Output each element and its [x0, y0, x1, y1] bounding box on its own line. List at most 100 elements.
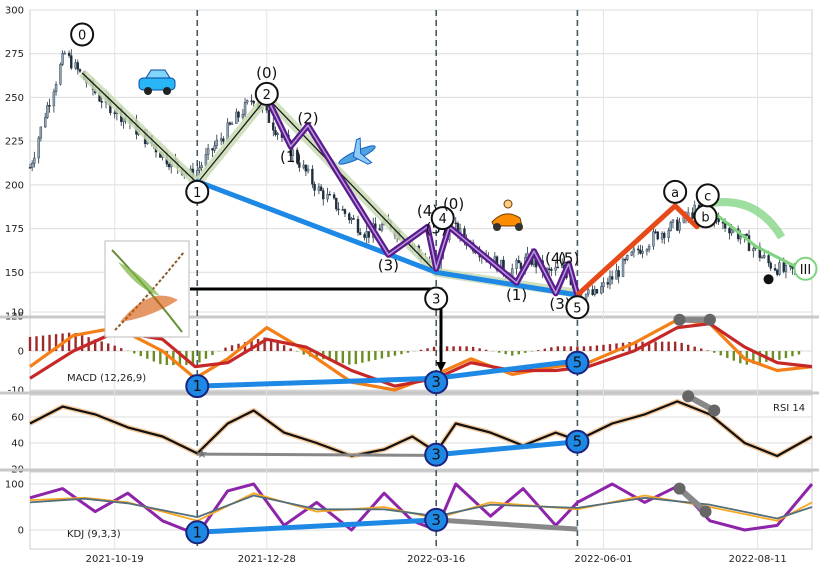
candle-body	[230, 123, 234, 125]
wave-label-circle	[254, 81, 279, 106]
candle-body	[745, 233, 749, 236]
macd-histogram-bar	[393, 351, 397, 356]
candle-body	[554, 266, 557, 271]
candle-body	[291, 149, 295, 156]
candle-body	[652, 231, 655, 247]
rsi-series-1	[29, 400, 813, 458]
macd-histogram-bar	[647, 341, 651, 351]
macd-histogram-bar	[471, 346, 475, 351]
impulse-wave-inner	[266, 97, 579, 296]
candle-body	[778, 262, 781, 275]
macd-histogram-bar	[400, 351, 403, 355]
candle-body	[335, 197, 338, 210]
macd-histogram-bar	[107, 343, 110, 351]
candle-body	[587, 289, 590, 295]
wave-label-text: (4)	[545, 249, 566, 267]
candle-body	[547, 268, 551, 270]
wave-label-circle	[430, 206, 455, 231]
rsi-star-marker: ★	[196, 447, 208, 462]
macd-histogram-bar	[726, 351, 729, 359]
candle-body	[784, 265, 788, 272]
wave-label-text: b	[701, 210, 709, 225]
candle-body	[623, 259, 627, 261]
candle-body	[28, 167, 32, 169]
rsi-trend-line	[435, 439, 578, 458]
candle-body	[365, 231, 368, 238]
price-y-tick-label: 300	[5, 6, 24, 17]
candle-body	[204, 154, 208, 166]
candle-body	[63, 52, 66, 55]
candle-body	[276, 133, 279, 135]
macd-histogram-bar	[582, 346, 586, 351]
candle-body	[600, 286, 603, 294]
macd-histogram-bar	[426, 348, 429, 351]
candle-body	[48, 105, 51, 107]
candle-body	[313, 184, 316, 191]
macd-histogram-bar	[732, 351, 735, 361]
rsi-panel-label: RSI 14	[773, 403, 805, 414]
rsi-divergence-dot	[708, 404, 721, 417]
candle-body	[37, 137, 40, 159]
candle-body	[322, 190, 325, 200]
candle-body	[752, 248, 755, 252]
macd-histogram-bar	[133, 351, 136, 354]
wave-label-text: c	[704, 189, 711, 204]
car-wheel	[144, 87, 152, 95]
candle-body	[728, 227, 731, 234]
candle-body	[676, 219, 679, 231]
wave-label-text: 3	[432, 293, 440, 308]
candle-body	[378, 228, 381, 231]
macd-histogram-bar	[739, 351, 742, 364]
indicator-wave-text: 3	[431, 373, 441, 391]
candle-body	[621, 259, 625, 277]
macd-histogram-bar	[465, 346, 468, 351]
macd-histogram-bar	[569, 346, 573, 351]
price-y-tick-label: 175	[5, 224, 24, 235]
macd-histogram-bar	[589, 346, 592, 351]
candle-body	[343, 209, 347, 214]
car-wheel	[163, 87, 171, 95]
candle-body	[215, 139, 219, 146]
macd-histogram-bar	[778, 351, 781, 360]
candle-body	[52, 91, 56, 107]
candle-body	[304, 164, 308, 172]
candle-body	[656, 231, 659, 240]
indicator-wave-text: 5	[573, 433, 583, 451]
candle-body	[632, 248, 636, 253]
macd-histogram-bar	[758, 351, 762, 363]
candle-body	[769, 262, 772, 269]
wave-label-text: (3)	[549, 295, 570, 313]
candle-body	[773, 268, 777, 271]
kdj-divergence-dot	[699, 505, 712, 518]
macd-histogram-bar	[295, 351, 299, 352]
wave-label-text: (5)	[558, 249, 579, 267]
macd-histogram-bar	[504, 351, 507, 355]
wave-label-text: 0	[78, 28, 86, 43]
macd-divergence-dot	[703, 313, 716, 326]
candle-body	[556, 266, 560, 269]
candle-body	[306, 168, 310, 172]
candle-body	[630, 251, 633, 256]
label-layer: MACD (12,26,9) RSI 14 KDJ (9,3,3) 0 1 2 (0) (1)…	[67, 22, 818, 545]
candle-body	[358, 232, 362, 235]
macd-histogram-bar	[28, 336, 32, 351]
candle-body	[167, 163, 171, 168]
macd-histogram-bar	[550, 347, 553, 351]
macd-histogram-bar	[458, 346, 462, 351]
rsi-y-tick-label: 60	[11, 413, 24, 424]
candle-body	[54, 84, 58, 93]
candle-body	[332, 194, 336, 199]
kdj-y-tick-label: 0	[18, 526, 24, 537]
candle-body	[252, 101, 255, 104]
macd-histogram-bar	[335, 351, 338, 362]
candle-body	[767, 255, 770, 264]
candle-body	[454, 222, 457, 224]
macd-histogram-bar	[302, 351, 305, 355]
x-tick-label: 2022-06-01	[574, 554, 632, 565]
leaf-green	[118, 262, 160, 296]
candle-body	[626, 255, 629, 260]
candle-body	[228, 122, 232, 125]
macd-histogram-bar	[159, 351, 162, 365]
macd-histogram-bar	[771, 351, 775, 361]
macd-histogram-bar	[54, 334, 58, 351]
